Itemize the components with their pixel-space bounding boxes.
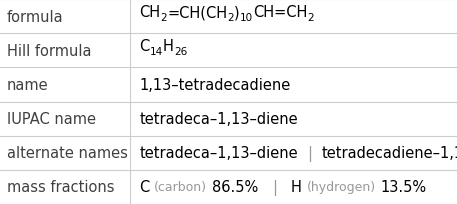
Text: (hydrogen): (hydrogen)	[306, 181, 376, 193]
Text: |: |	[272, 179, 277, 195]
Text: H: H	[291, 180, 302, 194]
Text: 13.5%: 13.5%	[380, 180, 426, 194]
Text: 10: 10	[239, 13, 253, 23]
Text: C: C	[139, 39, 149, 54]
Text: 14: 14	[149, 47, 163, 57]
Text: tetradecadiene–1,13: tetradecadiene–1,13	[322, 145, 457, 161]
Text: =CH(CH: =CH(CH	[167, 5, 227, 20]
Text: CH=CH: CH=CH	[253, 5, 307, 20]
Text: IUPAC name: IUPAC name	[7, 112, 96, 126]
Text: 2: 2	[160, 13, 167, 23]
Text: ): )	[234, 5, 239, 20]
Text: H: H	[163, 39, 174, 54]
Text: C: C	[139, 180, 149, 194]
Text: 1,13–tetradecadiene: 1,13–tetradecadiene	[139, 78, 291, 92]
Text: 2: 2	[227, 13, 234, 23]
Text: mass fractions: mass fractions	[7, 180, 114, 194]
Text: alternate names: alternate names	[7, 145, 128, 161]
Text: 2: 2	[307, 13, 314, 23]
Text: CH: CH	[139, 5, 160, 20]
Text: tetradeca–1,13–diene: tetradeca–1,13–diene	[139, 112, 298, 126]
Text: (carbon): (carbon)	[154, 181, 207, 193]
Text: tetradeca–1,13–diene: tetradeca–1,13–diene	[139, 145, 298, 161]
Text: formula: formula	[7, 10, 64, 24]
Text: |: |	[307, 145, 312, 161]
Text: name: name	[7, 78, 48, 92]
Text: Hill formula: Hill formula	[7, 43, 91, 59]
Text: 26: 26	[174, 47, 187, 57]
Text: 86.5%: 86.5%	[212, 180, 258, 194]
